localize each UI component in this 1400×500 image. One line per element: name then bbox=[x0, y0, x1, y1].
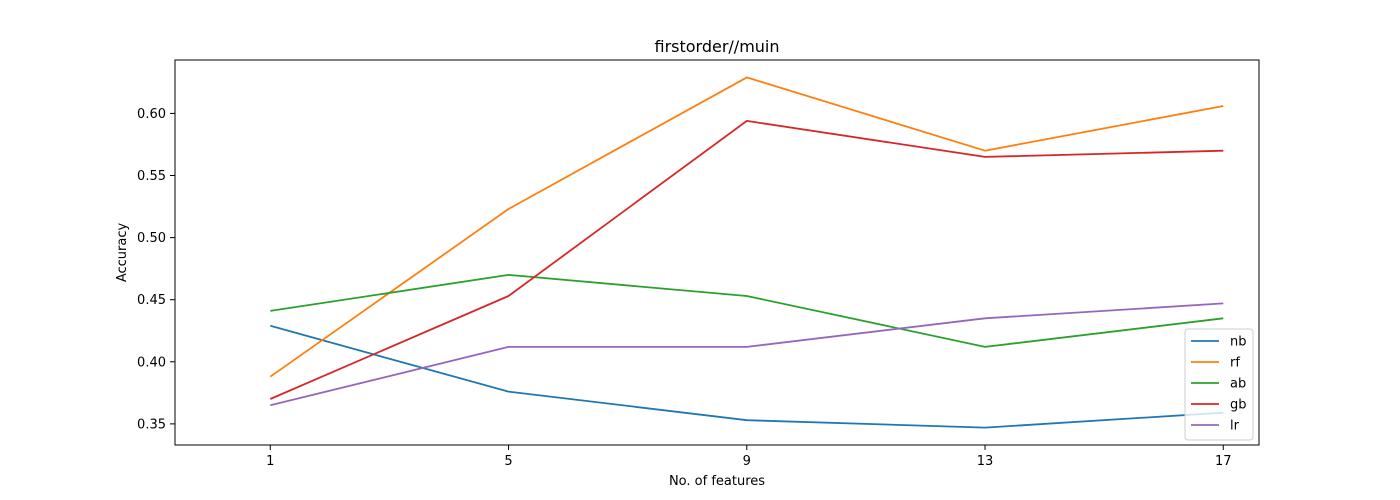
series-line-nb bbox=[270, 324, 1224, 429]
y-tick-label: 0.50 bbox=[137, 231, 166, 246]
series-line-lr bbox=[270, 302, 1224, 407]
legend-label-rf: rf bbox=[1230, 356, 1240, 371]
plot-frame bbox=[174, 59, 1260, 446]
y-axis-label: Accuracy bbox=[115, 223, 130, 283]
series-line-rf bbox=[269, 76, 1224, 378]
x-tick-label: 13 bbox=[977, 454, 994, 469]
legend-label-ab: ab bbox=[1230, 377, 1246, 392]
legend-box bbox=[1184, 328, 1254, 441]
x-axis-label: No. of features bbox=[669, 474, 765, 489]
y-tick-label: 0.40 bbox=[137, 355, 166, 370]
y-tick-label: 0.60 bbox=[137, 107, 166, 122]
ticks-layer: 1 5 9 13 17 0.35 0.40 0.45 0.50 0.55 0.60 bbox=[137, 107, 1231, 469]
y-tick-label: 0.45 bbox=[137, 293, 166, 308]
legend-label-lr: lr bbox=[1230, 419, 1240, 434]
series-layer bbox=[269, 76, 1224, 429]
y-tick-label: 0.35 bbox=[137, 417, 166, 432]
x-tick-label: 5 bbox=[504, 454, 512, 469]
series-line-ab bbox=[270, 273, 1224, 348]
chart-title: firstorder//muin bbox=[654, 37, 779, 56]
x-tick-label: 17 bbox=[1215, 454, 1232, 469]
legend: nb rf ab gb lr bbox=[1184, 328, 1254, 441]
x-tick-label: 1 bbox=[266, 454, 274, 469]
series-line-gb bbox=[269, 120, 1224, 400]
legend-label-nb: nb bbox=[1230, 335, 1247, 350]
y-tick-label: 0.55 bbox=[137, 169, 166, 184]
x-tick-label: 9 bbox=[743, 454, 751, 469]
legend-label-gb: gb bbox=[1230, 398, 1247, 413]
